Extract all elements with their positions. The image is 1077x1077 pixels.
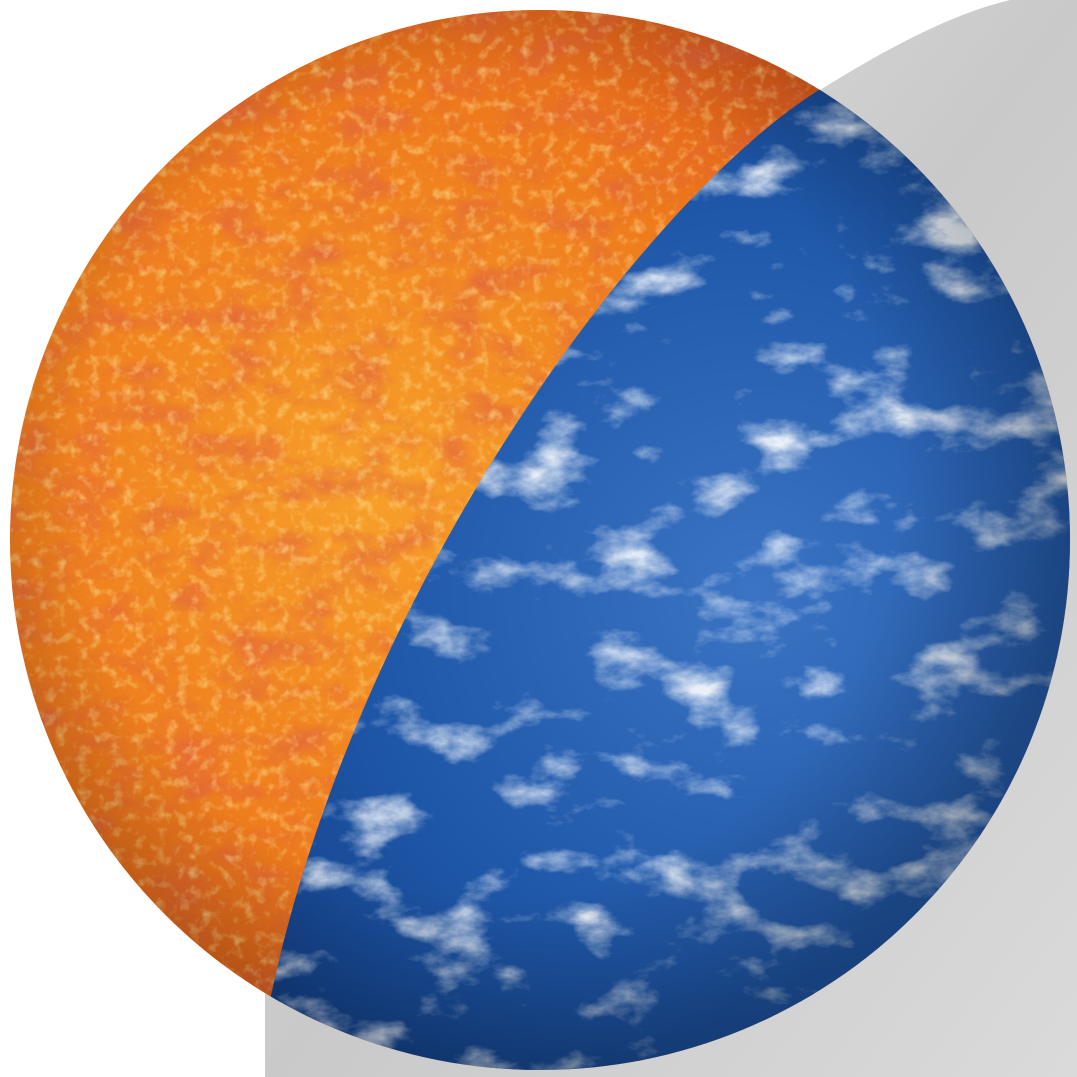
limb-shading (10, 10, 1070, 1070)
